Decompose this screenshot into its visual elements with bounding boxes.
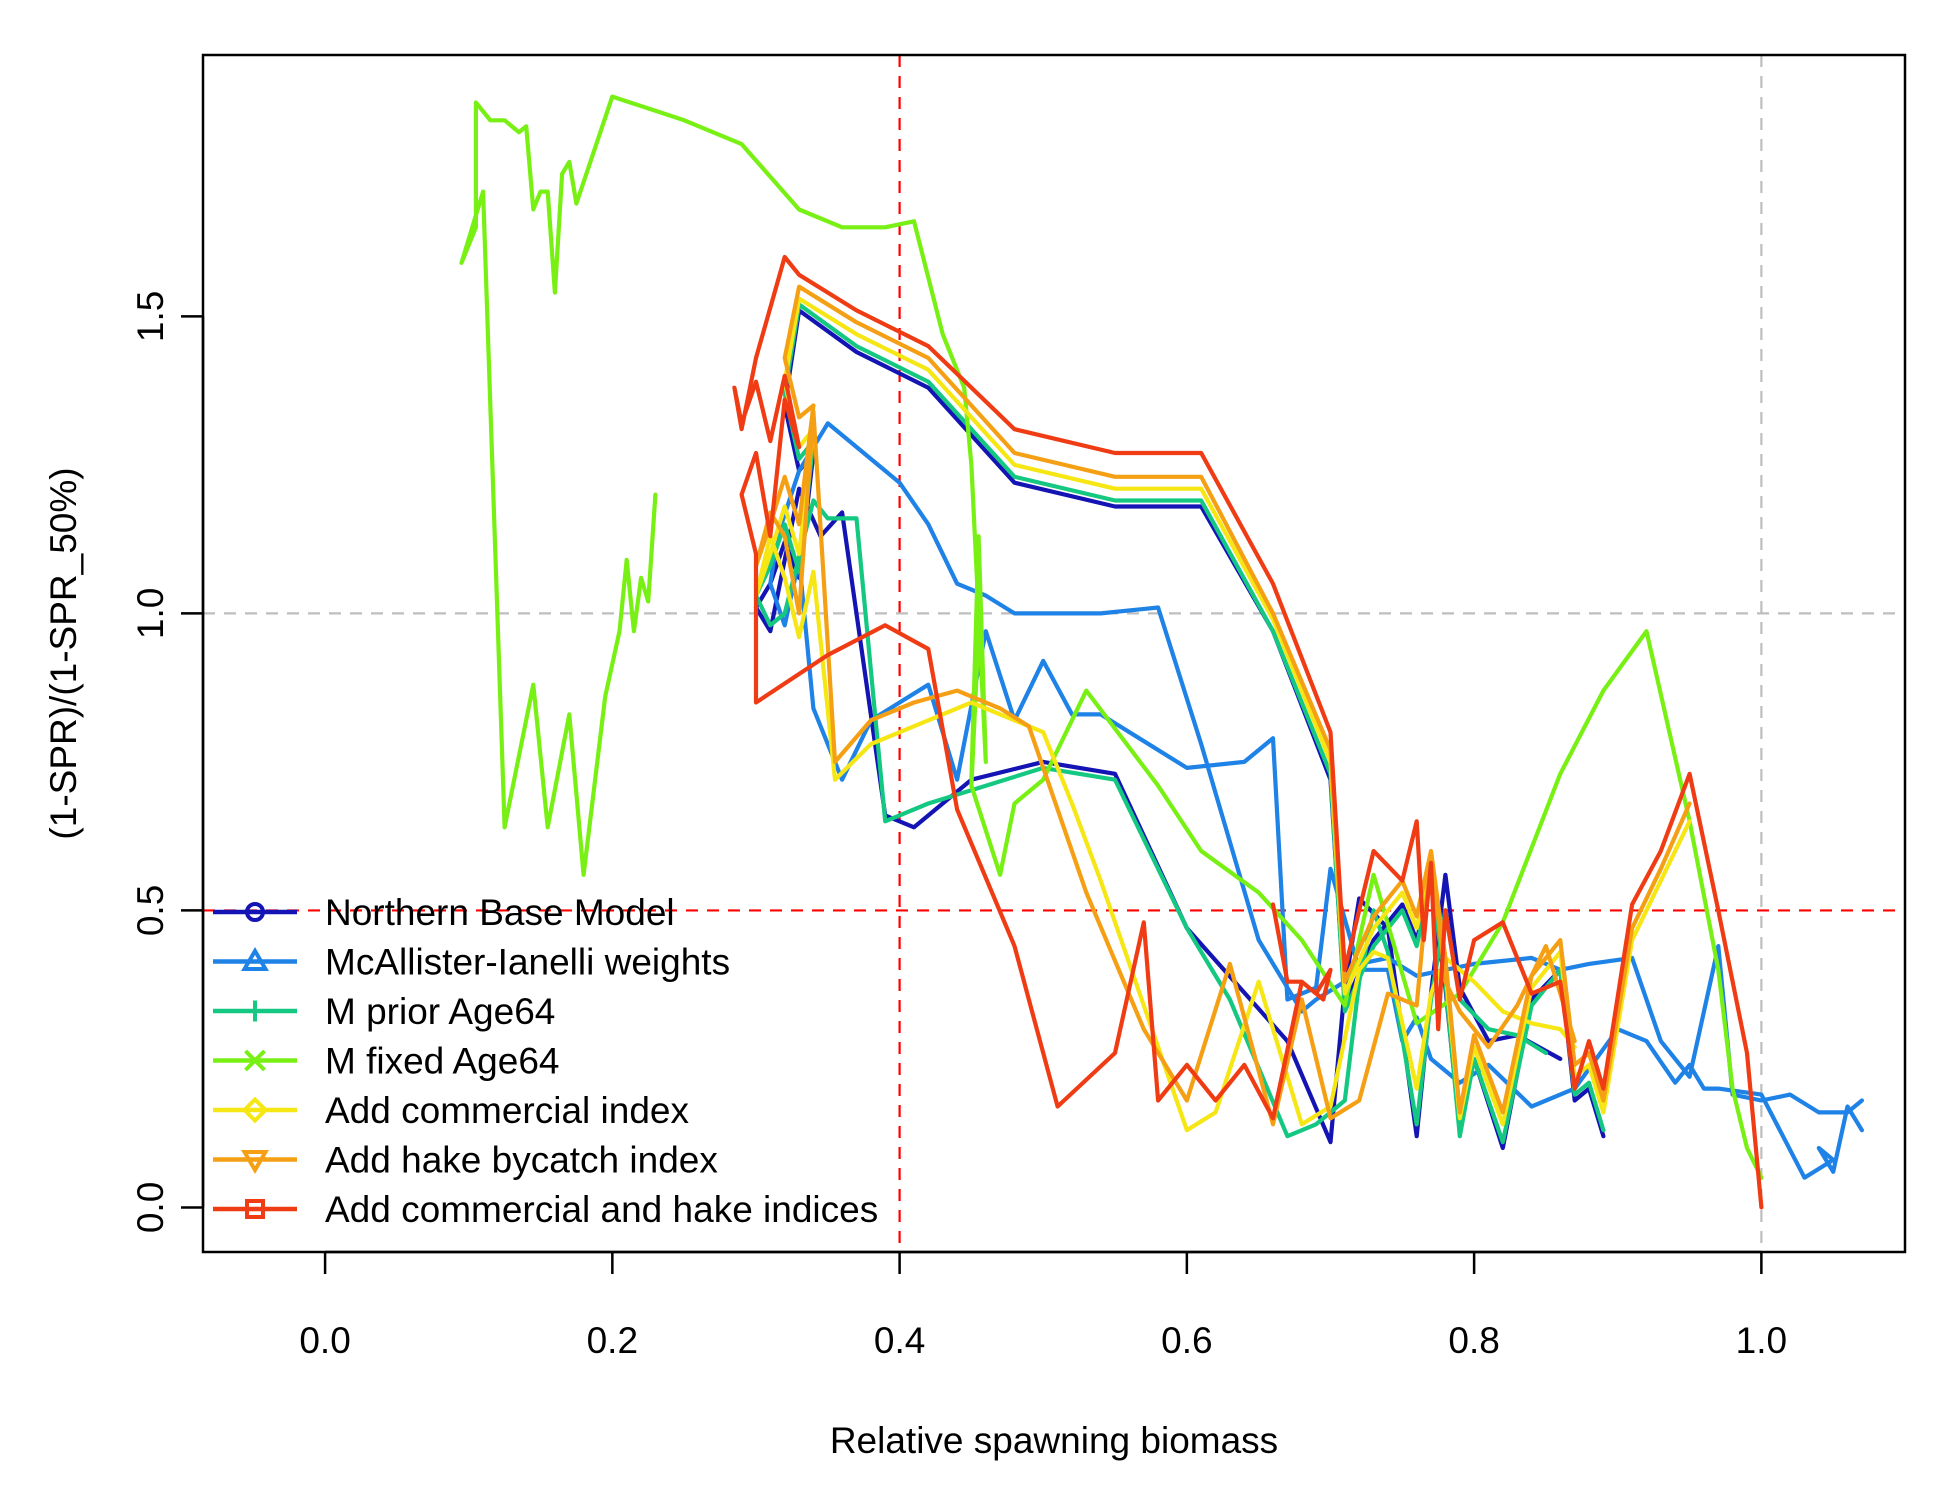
x-axis-title: Relative spawning biomass	[830, 1420, 1278, 1461]
x-tick-label: 0.8	[1448, 1320, 1499, 1361]
legend-item-7: Add commercial and hake indices	[213, 1189, 878, 1230]
series-layer	[459, 94, 1865, 1210]
series-line-6	[753, 284, 1692, 1127]
legend-label: Add commercial index	[325, 1090, 689, 1131]
legend-item-5: Add commercial index	[213, 1090, 689, 1131]
x-tick-label: 0.0	[299, 1320, 350, 1361]
x-tick-label: 0.4	[874, 1320, 925, 1361]
legend-item-6: Add hake bycatch index	[213, 1139, 718, 1180]
series-line-7	[732, 254, 1764, 1210]
legend-item-3: M prior Age64	[213, 991, 555, 1032]
legend-marker-cross	[244, 1049, 266, 1072]
legend-label: McAllister-Ianelli weights	[325, 941, 730, 982]
series-line-4	[459, 94, 1764, 1180]
legend-marker-square	[245, 1199, 265, 1219]
legend-item-4: M fixed Age64	[213, 1040, 559, 1081]
legend-label: Add commercial and hake indices	[325, 1189, 878, 1230]
legend-marker-circle	[245, 902, 265, 922]
x-tick-label: 1.0	[1736, 1320, 1787, 1361]
series-line-2	[768, 421, 1865, 1180]
legend-item-1: Northern Base Model	[213, 892, 675, 933]
legend-label: M prior Age64	[325, 991, 555, 1032]
legend-item-2: McAllister-Ianelli weights	[213, 941, 730, 982]
y-axis-title: (1-SPR)/(1-SPR_50%)	[43, 467, 84, 839]
legend-label: Northern Base Model	[325, 892, 675, 933]
y-tick-label: 1.5	[130, 291, 171, 342]
legend-label: Add hake bycatch index	[325, 1139, 718, 1180]
legend-marker-plus	[244, 1000, 266, 1022]
y-tick-label: 0.5	[130, 885, 171, 936]
y-tick-label: 1.0	[130, 588, 171, 639]
legend-marker-triangle	[241, 947, 269, 971]
legend: Northern Base Model McAllister-Ianelli we…	[213, 892, 878, 1230]
y-axis: 0.0 0.5 1.0 1.5	[130, 291, 205, 1233]
legend-label: M fixed Age64	[325, 1040, 559, 1081]
series-line-5	[753, 296, 1692, 1133]
x-tick-label: 0.6	[1161, 1320, 1212, 1361]
legend-marker-diamond	[241, 1096, 269, 1124]
x-axis: 0.0 0.2 0.4 0.6 0.8 1.0	[299, 1250, 1787, 1361]
y-tick-label: 0.0	[130, 1182, 171, 1233]
legend-marker-triangle-down	[241, 1150, 269, 1174]
x-tick-label: 0.2	[587, 1320, 638, 1361]
